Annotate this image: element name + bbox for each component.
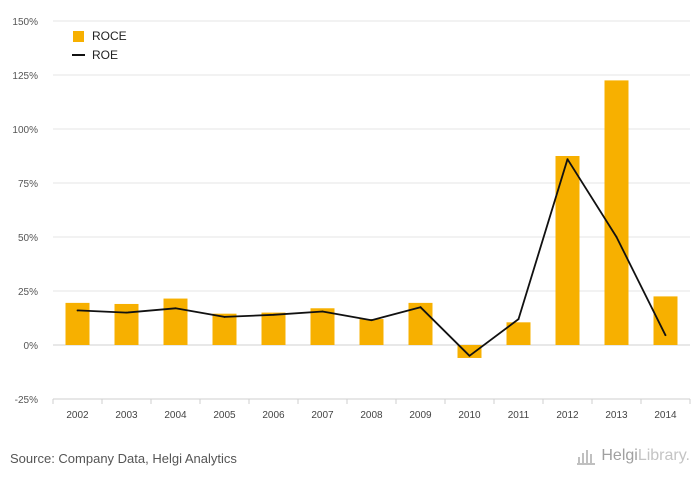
x-tick-label: 2007 [311,410,334,421]
bar-roce [359,319,384,345]
bar-roce [506,322,531,345]
bar-roce [604,80,629,346]
bar-roce [261,312,286,345]
roe-line [76,158,667,357]
point-roe [174,307,177,310]
library-logo-icon [577,450,596,465]
point-roe [517,318,520,320]
y-tick-label: -25% [15,395,38,406]
point-roe [76,309,79,312]
point-roe [468,354,471,357]
point-roe [223,316,226,318]
brand-name: Helgi [601,447,638,464]
bar-roce [163,298,188,345]
y-tick-label: 100% [12,125,38,136]
legend-label-roe: ROE [92,48,118,62]
bar-roce [114,303,139,345]
y-tick-label: 50% [18,233,38,244]
x-tick-label: 2004 [164,410,187,421]
x-axis: 2002 2003 2004 2005 2006 2007 2008 2009 2010 2011… [52,398,691,421]
legend: ROCE ROE [72,29,127,62]
x-tick-label: 2013 [605,410,628,421]
point-roe [272,313,275,316]
brand-suffix: Library. [637,447,690,464]
y-axis: -25% 0% 25% 50% 75% 100% 125% 150% [12,17,38,406]
legend-label-roce: ROCE [92,29,127,43]
legend-swatch-roce [73,31,84,42]
y-tick-label: 75% [18,179,38,190]
point-roe [566,158,569,161]
bar-roce [653,296,678,345]
x-tick-label: 2009 [409,410,432,421]
point-roe [419,306,422,309]
bar-roce [457,345,482,358]
x-tick-label: 2008 [360,410,383,421]
gridlines [53,20,690,400]
x-tick-label: 2005 [213,410,236,421]
x-tick-label: 2012 [556,410,579,421]
y-tick-label: 150% [12,17,38,28]
x-tick-label: 2003 [115,410,138,421]
y-tick-label: 25% [18,287,38,298]
combo-chart: -25% 0% 25% 50% 75% 100% 125% 150% 2002 2003 2004… [12,17,691,421]
x-tick-label: 2010 [458,410,481,421]
roce-bars [65,80,678,358]
x-tick-label: 2014 [654,410,677,421]
point-roe [370,319,373,322]
footer: Source: Company Data, Helgi Analytics He… [0,440,700,483]
source-note: Source: Company Data, Helgi Analytics [10,451,237,466]
bar-roce [310,308,335,345]
x-tick-label: 2011 [508,410,530,421]
brand-logo: Helgi Library. [577,447,690,465]
point-roe [664,334,667,337]
point-roe [125,311,128,314]
y-tick-label: 125% [12,71,38,82]
x-tick-label: 2006 [262,410,285,421]
bar-roce [212,313,237,345]
point-roe [615,236,618,238]
x-tick-label: 2002 [66,410,89,421]
y-tick-label: 0% [24,341,39,352]
bar-roce [65,302,90,345]
point-roe [321,310,324,313]
